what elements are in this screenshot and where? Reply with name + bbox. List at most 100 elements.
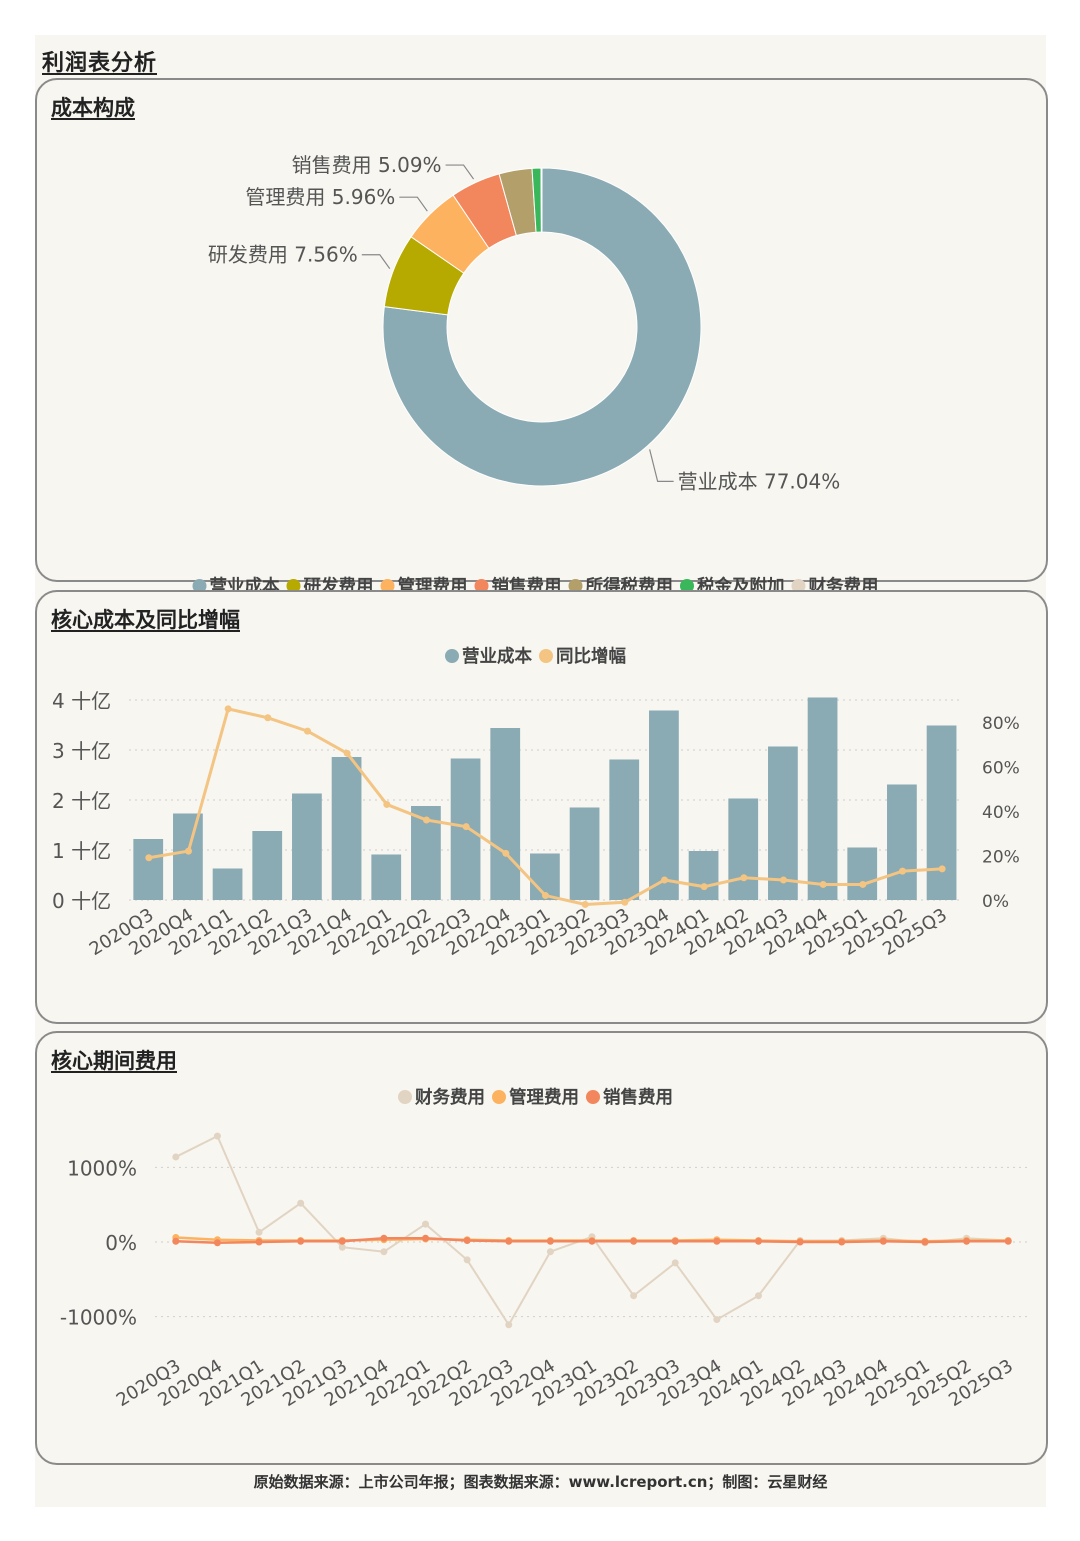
right-tick-label: 40%: [982, 803, 1020, 823]
series-point: [338, 1237, 346, 1245]
series-point: [255, 1228, 263, 1236]
growth-point: [819, 880, 827, 888]
series-point: [713, 1237, 721, 1245]
bar: [490, 728, 521, 900]
y-tick-label: 1000%: [67, 1156, 137, 1180]
donut-slice: [382, 167, 702, 487]
series-point: [796, 1238, 804, 1246]
legend-label: 营业成本: [462, 646, 532, 667]
series-point: [588, 1237, 596, 1245]
growth-point: [502, 849, 510, 857]
panel-title: 成本构成: [51, 96, 135, 120]
growth-point: [542, 892, 549, 900]
series-point: [505, 1321, 513, 1329]
legend: 营业成本 同比增幅: [445, 646, 626, 667]
series-point: [879, 1237, 887, 1245]
growth-point: [859, 880, 867, 888]
growth-point: [145, 854, 153, 862]
y-tick-label: 0%: [105, 1231, 137, 1255]
bar: [371, 854, 402, 900]
legend-marker: [680, 579, 694, 593]
series-point: [463, 1237, 471, 1245]
bar: [252, 831, 283, 900]
series-point: [963, 1237, 971, 1245]
series-point: [1004, 1237, 1012, 1245]
label-leader: [361, 254, 391, 270]
growth-point: [581, 900, 589, 908]
bar: [926, 725, 957, 900]
left-tick-label: 2 十亿: [52, 789, 111, 813]
series-point: [255, 1238, 263, 1246]
series-point: [671, 1259, 679, 1267]
right-tick-label: 20%: [982, 848, 1020, 868]
slice-label: 营业成本 77.04%: [678, 469, 841, 493]
series-point: [671, 1237, 679, 1245]
growth-point: [700, 883, 708, 891]
right-tick-label: 0%: [982, 892, 1009, 912]
growth-point: [224, 705, 232, 713]
legend-marker: [791, 579, 806, 593]
series-point: [921, 1238, 929, 1246]
label-leader: [649, 449, 674, 483]
growth-point: [938, 865, 946, 873]
series-point: [505, 1237, 513, 1245]
series-point: [838, 1238, 846, 1246]
growth-point: [423, 816, 430, 824]
bar: [768, 746, 798, 900]
expense-line-chart: -1000%0%1000%2020Q32020Q42021Q12021Q2202…: [60, 1087, 1029, 1411]
legend-marker: [380, 579, 395, 593]
bar: [649, 710, 679, 900]
label-leader: [399, 196, 428, 212]
bar: [569, 807, 600, 900]
series-point: [630, 1292, 638, 1300]
series-point: [754, 1292, 762, 1300]
legend-label: 同比增幅: [556, 646, 626, 667]
left-tick-label: 4 十亿: [52, 689, 111, 713]
report-page: 利润表分析 成本构成 营业成本 77.04% 研发费用 7.56% 管理费用 5.9…: [35, 35, 1048, 1507]
bar: [292, 793, 322, 900]
legend-marker: [568, 579, 583, 593]
series-point: [338, 1243, 346, 1251]
y-tick-label: -1000%: [60, 1306, 137, 1330]
growth-point: [780, 876, 787, 884]
legend-marker: [586, 1090, 600, 1104]
series-point: [172, 1153, 180, 1161]
growth-point: [343, 749, 351, 757]
series-point: [380, 1248, 388, 1256]
series-point: [713, 1316, 721, 1324]
bar: [688, 851, 719, 900]
legend-marker: [445, 649, 459, 663]
legend-marker: [492, 1090, 506, 1104]
series-point: [172, 1237, 180, 1245]
growth-point: [462, 823, 470, 831]
bar: [887, 784, 917, 900]
donut-slice: [540, 167, 543, 233]
legend-marker: [539, 649, 553, 663]
bar: [807, 697, 838, 900]
label-leader: [445, 164, 475, 180]
right-tick-label: 60%: [982, 759, 1020, 779]
slice-label: 管理费用 5.96%: [245, 185, 395, 209]
slice-label: 销售费用 5.09%: [292, 153, 442, 177]
left-tick-label: 3 十亿: [52, 739, 111, 763]
series-point: [422, 1234, 430, 1242]
bar: [173, 813, 203, 900]
cost-composition-panel: 成本构成 营业成本 77.04% 研发费用 7.56% 管理费用 5.96% 销售费用…: [35, 78, 1048, 597]
growth-point: [621, 898, 629, 906]
series-point: [754, 1237, 762, 1245]
series-point: [213, 1132, 221, 1140]
series-point: [546, 1248, 554, 1256]
series-point: [297, 1199, 305, 1207]
period-expense-panel: 核心期间费用 -1000% 0% 1000% 2020Q3 2020Q4 2021Q1 20…: [35, 1031, 1048, 1465]
series-line: [175, 1134, 1009, 1327]
source-footer: 原始数据来源：上市公司年报；图表数据来源：www.lcreport.cn；制图：…: [253, 1473, 828, 1491]
series-point: [630, 1237, 638, 1245]
growth-point: [304, 727, 311, 735]
core-cost-panel: 核心成本及同比增幅 0 十亿 1 十亿 2 十亿 3 十亿 4 十亿 0% 20% 40% 60…: [35, 590, 1048, 1024]
right-tick-label: 80%: [982, 714, 1020, 734]
growth-point: [383, 800, 391, 808]
bar: [728, 798, 759, 900]
page-title: 利润表分析: [42, 51, 158, 76]
growth-point: [185, 847, 192, 855]
cost-bar-line-chart: 0 十亿1 十亿2 十亿3 十亿4 十亿0%20%40%60%80%2020Q3…: [52, 646, 1020, 960]
